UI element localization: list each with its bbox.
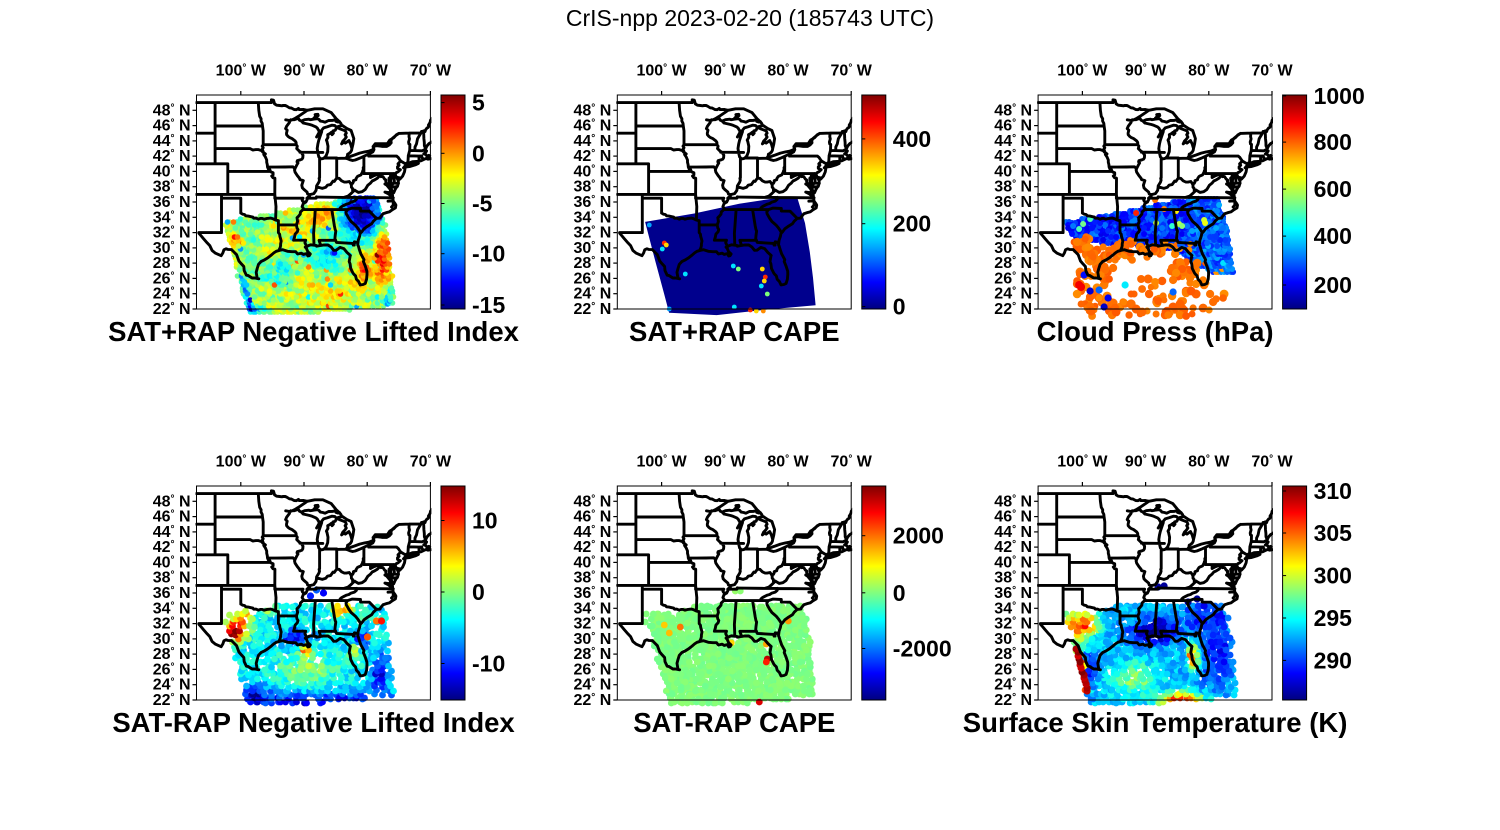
svg-text:70° W: 70° W [831, 454, 873, 471]
svg-text:0: 0 [472, 140, 485, 166]
svg-text:800: 800 [1314, 129, 1352, 155]
svg-text:90° W: 90° W [1125, 63, 1167, 80]
svg-text:200: 200 [893, 211, 931, 237]
svg-text:600: 600 [1314, 176, 1352, 202]
svg-text:80° W: 80° W [347, 63, 389, 80]
svg-text:100° W: 100° W [636, 454, 687, 471]
svg-text:70° W: 70° W [410, 454, 452, 471]
svg-text:0: 0 [893, 580, 906, 606]
svg-text:80° W: 80° W [767, 454, 809, 471]
svg-text:SAT-RAP CAPE: SAT-RAP CAPE [633, 707, 835, 738]
svg-text:80° W: 80° W [767, 63, 809, 80]
svg-text:70° W: 70° W [1251, 63, 1293, 80]
svg-text:100° W: 100° W [636, 63, 687, 80]
svg-text:100° W: 100° W [216, 63, 267, 80]
svg-text:90° W: 90° W [283, 63, 325, 80]
svg-text:22° N: 22° N [994, 301, 1032, 318]
svg-text:200: 200 [1314, 272, 1352, 298]
svg-text:400: 400 [1314, 223, 1352, 249]
svg-text:-2000: -2000 [893, 636, 952, 662]
svg-text:90° W: 90° W [283, 454, 325, 471]
svg-text:5: 5 [472, 90, 485, 116]
svg-text:22° N: 22° N [574, 692, 612, 709]
svg-text:SAT+RAP Negative Lifted Index: SAT+RAP Negative Lifted Index [108, 316, 520, 347]
svg-text:100° W: 100° W [1057, 63, 1108, 80]
svg-text:-15: -15 [472, 292, 505, 318]
svg-text:-5: -5 [472, 191, 493, 217]
svg-text:2000: 2000 [893, 523, 944, 549]
svg-text:22° N: 22° N [574, 301, 612, 318]
svg-text:70° W: 70° W [831, 63, 873, 80]
svg-text:70° W: 70° W [410, 63, 452, 80]
svg-text:10: 10 [472, 508, 498, 534]
svg-text:100° W: 100° W [216, 454, 267, 471]
svg-text:-10: -10 [472, 241, 505, 267]
svg-text:0: 0 [472, 579, 485, 605]
svg-text:1000: 1000 [1314, 83, 1365, 109]
svg-text:-10: -10 [472, 651, 505, 677]
svg-text:90° W: 90° W [704, 63, 746, 80]
svg-text:CrIS-npp 2023-02-20 (185743 UT: CrIS-npp 2023-02-20 (185743 UTC) [566, 5, 934, 31]
svg-text:Cloud Press (hPa): Cloud Press (hPa) [1037, 316, 1274, 347]
svg-text:80° W: 80° W [347, 454, 389, 471]
svg-text:SAT-RAP Negative Lifted Index: SAT-RAP Negative Lifted Index [112, 707, 515, 738]
svg-text:SAT+RAP CAPE: SAT+RAP CAPE [629, 316, 840, 347]
svg-text:400: 400 [893, 126, 931, 152]
svg-text:0: 0 [893, 294, 906, 320]
svg-text:80° W: 80° W [1188, 63, 1230, 80]
svg-text:90° W: 90° W [704, 454, 746, 471]
